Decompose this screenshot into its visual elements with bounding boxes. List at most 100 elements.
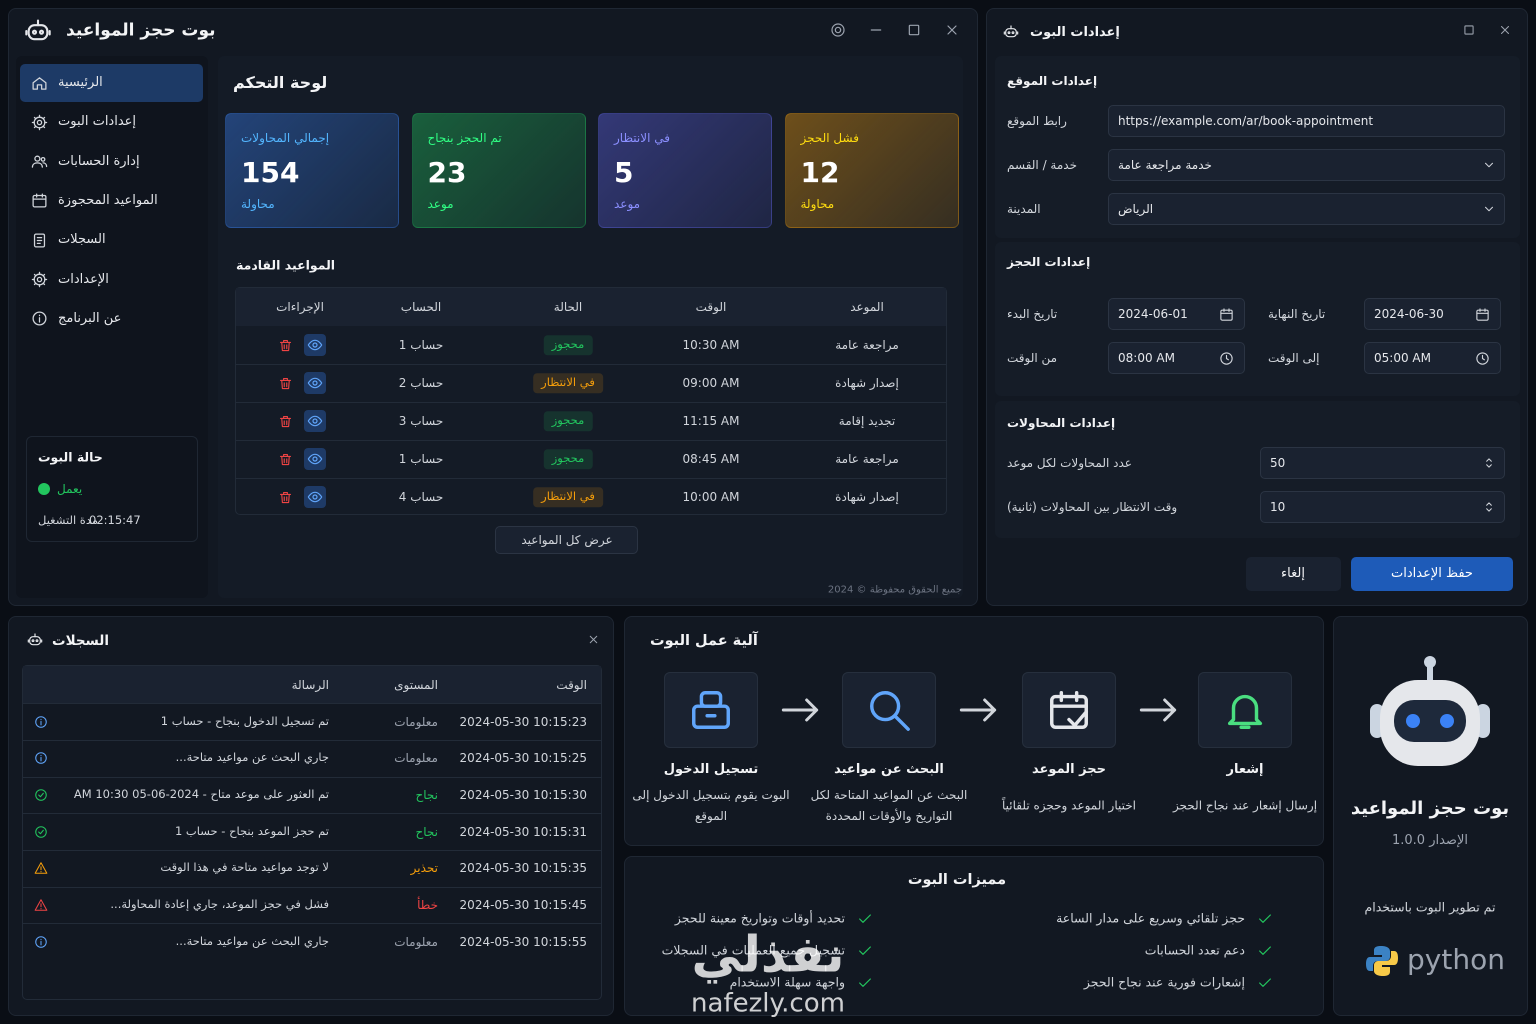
page-title: لوحة التحكم bbox=[233, 73, 328, 93]
input-value: https://example.com/ar/book-appointment bbox=[1118, 113, 1374, 128]
icon-part bbox=[31, 271, 47, 288]
view-button[interactable] bbox=[304, 410, 326, 432]
icon-part bbox=[31, 311, 47, 326]
icon-part bbox=[38, 829, 44, 834]
python-logo bbox=[1365, 944, 1399, 978]
input[interactable] bbox=[1108, 298, 1245, 330]
nav-item[interactable]: عن البرنامج bbox=[58, 311, 122, 327]
input[interactable] bbox=[1364, 298, 1501, 330]
footer: جميع الحقوق محفوظة © 2024 bbox=[827, 584, 962, 596]
window-control[interactable] bbox=[1498, 23, 1512, 37]
icon-part bbox=[1500, 25, 1510, 35]
input[interactable] bbox=[1260, 447, 1505, 479]
input[interactable] bbox=[1260, 491, 1505, 523]
icon-part bbox=[31, 311, 47, 326]
view-button[interactable] bbox=[304, 372, 326, 394]
spinner[interactable] bbox=[1482, 456, 1496, 470]
delete-button[interactable] bbox=[278, 414, 293, 429]
icon-part bbox=[1067, 710, 1088, 728]
spinner[interactable] bbox=[1482, 500, 1496, 514]
input[interactable] bbox=[1108, 105, 1505, 137]
nav-icon[interactable] bbox=[31, 153, 48, 170]
select-arrow[interactable] bbox=[1482, 158, 1496, 172]
nav-item[interactable]: السجلات bbox=[58, 232, 106, 248]
icon-part bbox=[25, 19, 51, 36]
window-control[interactable] bbox=[906, 22, 922, 38]
view-all-label[interactable]: عرض كل المواعيد bbox=[521, 532, 613, 547]
select-arrow[interactable] bbox=[1482, 202, 1496, 216]
picker-icon[interactable] bbox=[1475, 351, 1490, 366]
icon-part bbox=[1486, 502, 1492, 512]
log-level: خطأ bbox=[417, 897, 438, 912]
row-divider bbox=[23, 923, 601, 925]
icon-part bbox=[1484, 162, 1494, 168]
nav-icon[interactable] bbox=[31, 75, 48, 92]
icon-part bbox=[31, 195, 47, 208]
nav-icon[interactable] bbox=[31, 232, 48, 249]
icon-part bbox=[1005, 28, 1017, 38]
field-label: من الوقت bbox=[1007, 350, 1058, 365]
appointment: مراجعة عامة bbox=[835, 451, 899, 466]
icon-part bbox=[859, 978, 871, 987]
icon-part bbox=[31, 639, 35, 643]
time: 10:00 AM bbox=[682, 489, 740, 504]
nav-item[interactable]: الرئيسية bbox=[58, 75, 103, 91]
icon-part bbox=[692, 704, 730, 729]
window-control[interactable] bbox=[868, 22, 884, 38]
view-button[interactable] bbox=[304, 486, 326, 508]
delete-button[interactable] bbox=[278, 452, 293, 467]
status-badge: في الانتظار bbox=[533, 487, 603, 507]
picker-icon[interactable] bbox=[1475, 307, 1490, 322]
account: حساب 1 bbox=[398, 337, 444, 352]
field-label: تاريخ البدء bbox=[1007, 306, 1058, 321]
row-divider bbox=[23, 739, 601, 741]
view-all-button[interactable] bbox=[495, 526, 638, 554]
cancel-label[interactable]: إلغاء bbox=[1281, 566, 1305, 582]
input[interactable] bbox=[1108, 193, 1505, 225]
picker-icon[interactable] bbox=[1219, 351, 1234, 366]
delete-button[interactable] bbox=[278, 376, 293, 391]
save-label[interactable]: حفظ الإعدادات bbox=[1391, 566, 1473, 582]
section-title: إعدادات الموقع bbox=[1007, 73, 1098, 88]
window-control[interactable] bbox=[1462, 23, 1476, 37]
settings-icon bbox=[1003, 24, 1019, 40]
panel-title: مميزات البوت bbox=[907, 872, 1007, 889]
account: حساب 2 bbox=[398, 375, 444, 390]
view-button[interactable] bbox=[304, 448, 326, 470]
delete-button[interactable] bbox=[278, 338, 293, 353]
column-header: الإجراءات bbox=[276, 299, 324, 314]
nav-icon[interactable] bbox=[31, 192, 48, 209]
icon-part bbox=[27, 633, 43, 646]
cancel-button[interactable] bbox=[1246, 557, 1341, 591]
delete-button[interactable] bbox=[278, 490, 293, 505]
input[interactable] bbox=[1108, 149, 1505, 181]
close-button[interactable] bbox=[587, 633, 600, 646]
icon-part bbox=[279, 415, 291, 427]
level-icon bbox=[34, 788, 48, 802]
column-header: الرسالة bbox=[291, 677, 329, 692]
window-control[interactable] bbox=[944, 22, 960, 38]
picker-icon[interactable] bbox=[1219, 307, 1234, 322]
step-description: إرسال إشعار عند نجاح الحجز bbox=[1172, 798, 1318, 813]
save-button[interactable] bbox=[1351, 557, 1513, 591]
nav-icon[interactable] bbox=[31, 310, 48, 327]
input[interactable] bbox=[1108, 342, 1245, 374]
icon-part bbox=[834, 26, 842, 34]
nav-item[interactable]: الإعدادات bbox=[58, 271, 109, 287]
nav-item[interactable]: إدارة الحسابات bbox=[58, 153, 140, 169]
icon-part bbox=[1219, 351, 1233, 365]
view-button[interactable] bbox=[304, 334, 326, 356]
check-icon bbox=[1257, 911, 1273, 927]
icon-part bbox=[1227, 694, 1263, 729]
nav-item[interactable]: إعدادات البوت bbox=[58, 114, 137, 130]
watermark: نفذلي bbox=[691, 925, 845, 984]
window-control[interactable] bbox=[830, 22, 846, 38]
icon-part bbox=[279, 377, 291, 389]
step-title: البحث عن مواعيد bbox=[834, 762, 944, 778]
nav-icon[interactable] bbox=[31, 271, 48, 288]
input[interactable] bbox=[1364, 342, 1501, 374]
column-header: الحالة bbox=[553, 299, 583, 314]
appointment: إصدار شهادة bbox=[835, 489, 899, 504]
nav-item[interactable]: المواعيد المحجوزة bbox=[58, 193, 158, 209]
nav-icon[interactable] bbox=[31, 114, 48, 131]
